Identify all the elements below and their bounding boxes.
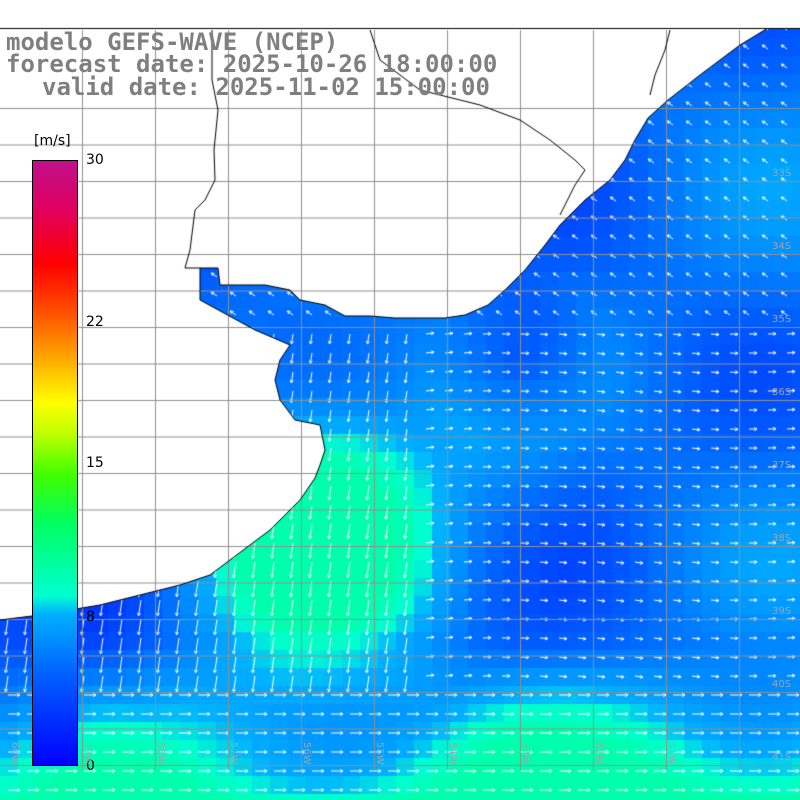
latitude-label: 34S [772, 241, 792, 252]
longitude-label: 56W [301, 742, 312, 765]
latitude-label: 33S [772, 168, 792, 179]
latitude-label: 41S [772, 752, 792, 763]
longitude-label: 58W [155, 742, 166, 765]
latitude-label: 35S [772, 314, 792, 325]
colorbar-tick-label: 0 [86, 758, 95, 774]
colorbar-tick-label: 22 [86, 313, 104, 330]
colorbar-tick-label: 30 [86, 152, 104, 168]
longitude-label: 53W [520, 742, 531, 765]
title-forecast-date: forecast date: 2025-10-26 18:00:00 [6, 50, 498, 78]
longitude-label: 60W [9, 742, 20, 765]
longitude-label: 52W [593, 742, 604, 765]
colorbar-tick-label: 15 [86, 455, 104, 471]
latitude-label: 36S [772, 387, 792, 398]
latitude-label: 39S [772, 606, 792, 617]
longitude-label: 54W [447, 742, 458, 765]
longitude-label: 55W [374, 742, 385, 765]
latitude-label: 40S [772, 679, 792, 690]
colorbar-tick-label: 8 [86, 609, 95, 625]
latitude-label: 38S [772, 533, 792, 544]
longitude-label: 51W [666, 742, 677, 765]
colorbar [32, 160, 78, 766]
colorbar-unit: [m/s] [34, 133, 71, 149]
longitude-label: 57W [228, 742, 239, 765]
longitude-label: 59W [82, 742, 93, 765]
title-valid-date: valid date: 2025-11-02 15:00:00 [42, 73, 490, 101]
title-model: modelo GEFS-WAVE (NCEP) [6, 28, 339, 56]
latitude-label: 37S [772, 460, 792, 471]
